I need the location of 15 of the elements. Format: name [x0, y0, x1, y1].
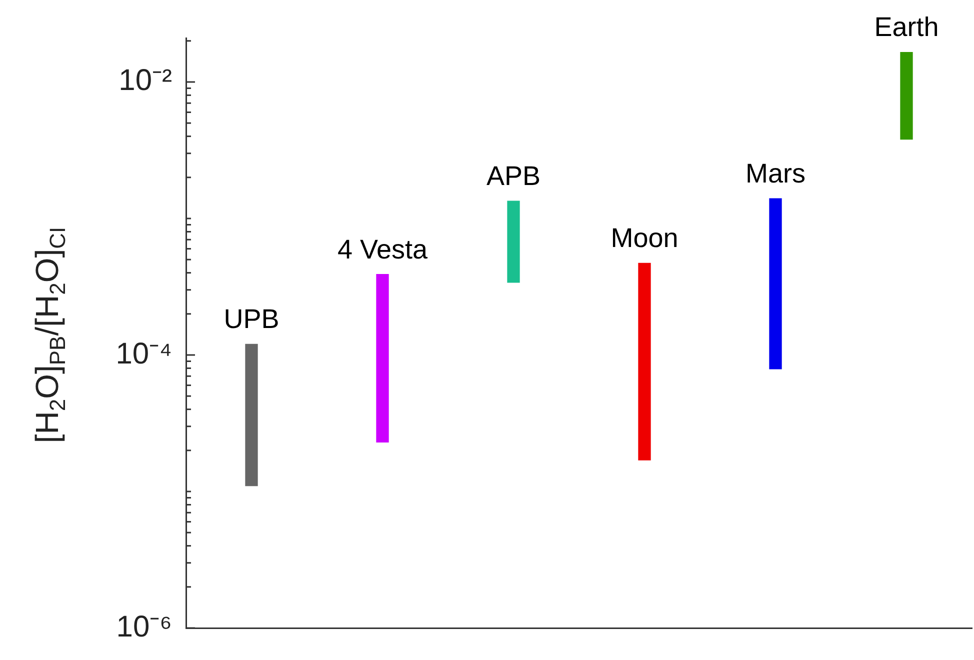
y-tick-label: 10⁻⁶ [116, 610, 172, 644]
bar [245, 344, 258, 486]
bar [638, 262, 651, 460]
x-tick-label: 4 Vesta [337, 234, 429, 264]
y-tick-label: 10⁻² [118, 64, 172, 98]
bar [376, 274, 389, 442]
x-tick-label: Mars [746, 158, 806, 188]
bar [507, 200, 520, 283]
y-tick-label: 10⁻⁴ [116, 337, 172, 370]
bar [769, 198, 782, 370]
x-tick-label: Earth [874, 12, 939, 42]
x-tick-label: UPB [224, 304, 280, 334]
bar [900, 52, 913, 140]
x-tick-label: Moon [610, 223, 678, 254]
x-tick-label: APB [486, 161, 541, 192]
